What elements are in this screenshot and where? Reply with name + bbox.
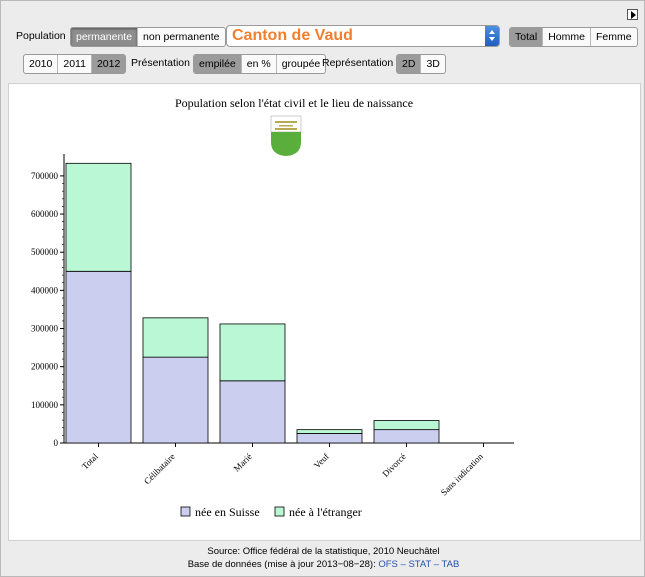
x-tick-label: Divorcé: [380, 451, 408, 479]
presentation-option-empilee[interactable]: empilée: [194, 55, 242, 73]
presentation-label: Présentation: [131, 57, 190, 69]
representation-option-2d[interactable]: 2D: [397, 55, 422, 73]
legend-swatch: [274, 506, 285, 517]
presentation-option-groupee[interactable]: groupée: [281, 58, 321, 70]
bar-segment: [219, 380, 286, 444]
coat-of-arms-icon: [270, 115, 302, 156]
x-tick-label: Marié: [232, 451, 254, 473]
canton-select[interactable]: Canton de Vaud: [226, 25, 500, 47]
database-label: Base de données (mise à jour 2013−08−28)…: [187, 559, 376, 570]
chart-panel: Population selon l'état civil et le lieu…: [8, 83, 641, 541]
bar-segment: [142, 317, 209, 358]
database-links[interactable]: OFS – STAT – TAB: [378, 559, 460, 570]
y-tick-label: 700000: [31, 171, 59, 181]
legend-swatch: [180, 506, 191, 517]
population-option-permanente[interactable]: permanente: [71, 28, 139, 46]
y-tick-label: 400000: [31, 285, 59, 295]
presentation-toggle: empilée en % groupée: [193, 54, 327, 74]
year-option-2011[interactable]: 2011: [58, 55, 92, 73]
x-tick-label: Total: [80, 451, 100, 471]
gender-toggle: Total Homme Femme: [509, 27, 638, 47]
bar-segment: [142, 356, 209, 444]
gender-option-femme[interactable]: Femme: [595, 31, 632, 43]
representation-option-3d[interactable]: 3D: [426, 58, 440, 70]
legend: née en Suisse née à l'étranger: [180, 505, 362, 519]
bar-segment: [219, 323, 286, 382]
bar-segment: [296, 429, 363, 434]
y-tick-label: 0: [54, 438, 59, 448]
year-option-2010[interactable]: 2010: [24, 55, 59, 73]
bar-segment: [65, 270, 132, 444]
bar-segment: [296, 433, 363, 444]
population-toggle: permanente non permanente: [70, 27, 226, 47]
y-tick-label: 100000: [31, 400, 59, 410]
stacked-bar-chart: Population selon l'état civil et le lieu…: [31, 96, 514, 519]
source-line: Source: Office fédéral de la statistique…: [207, 546, 440, 557]
legend-label: née à l'étranger: [289, 505, 362, 519]
bar-segment: [65, 162, 132, 272]
year-option-2012[interactable]: 2012: [91, 55, 126, 73]
bar-segment: [373, 429, 440, 444]
x-tick-label: Célibataire: [142, 451, 177, 486]
x-axis-labels: Total Célibataire Marié Veuf Divorcé Sans ind…: [80, 443, 485, 497]
canton-select-value: Canton de Vaud: [232, 27, 353, 44]
database-line: Base de données (mise à jour 2013−08−28)…: [1, 559, 645, 570]
gender-option-total[interactable]: Total: [510, 28, 544, 46]
bar-segment: [373, 420, 440, 431]
select-arrows-icon[interactable]: [485, 26, 499, 46]
y-tick-label: 300000: [31, 324, 59, 334]
play-icon[interactable]: [627, 9, 638, 20]
bars-group: [65, 162, 440, 444]
representation-toggle: 2D 3D: [396, 54, 446, 74]
gender-option-homme[interactable]: Homme: [543, 28, 591, 46]
population-option-non-permanente[interactable]: non permanente: [143, 31, 220, 43]
legend-label: née en Suisse: [195, 505, 260, 519]
representation-label: Représentation: [322, 57, 394, 69]
x-tick-label: Veuf: [312, 451, 331, 470]
presentation-option-percent[interactable]: en %: [242, 55, 277, 73]
chart-title: Population selon l'état civil et le lieu…: [175, 96, 413, 110]
y-tick-label: 600000: [31, 209, 59, 219]
y-tick-label: 500000: [31, 247, 59, 257]
x-tick-label: Sans indication: [439, 451, 485, 497]
population-label: Population: [16, 30, 66, 42]
year-toggle: 2010 2011 2012: [23, 54, 127, 74]
y-tick-label: 200000: [31, 362, 59, 372]
